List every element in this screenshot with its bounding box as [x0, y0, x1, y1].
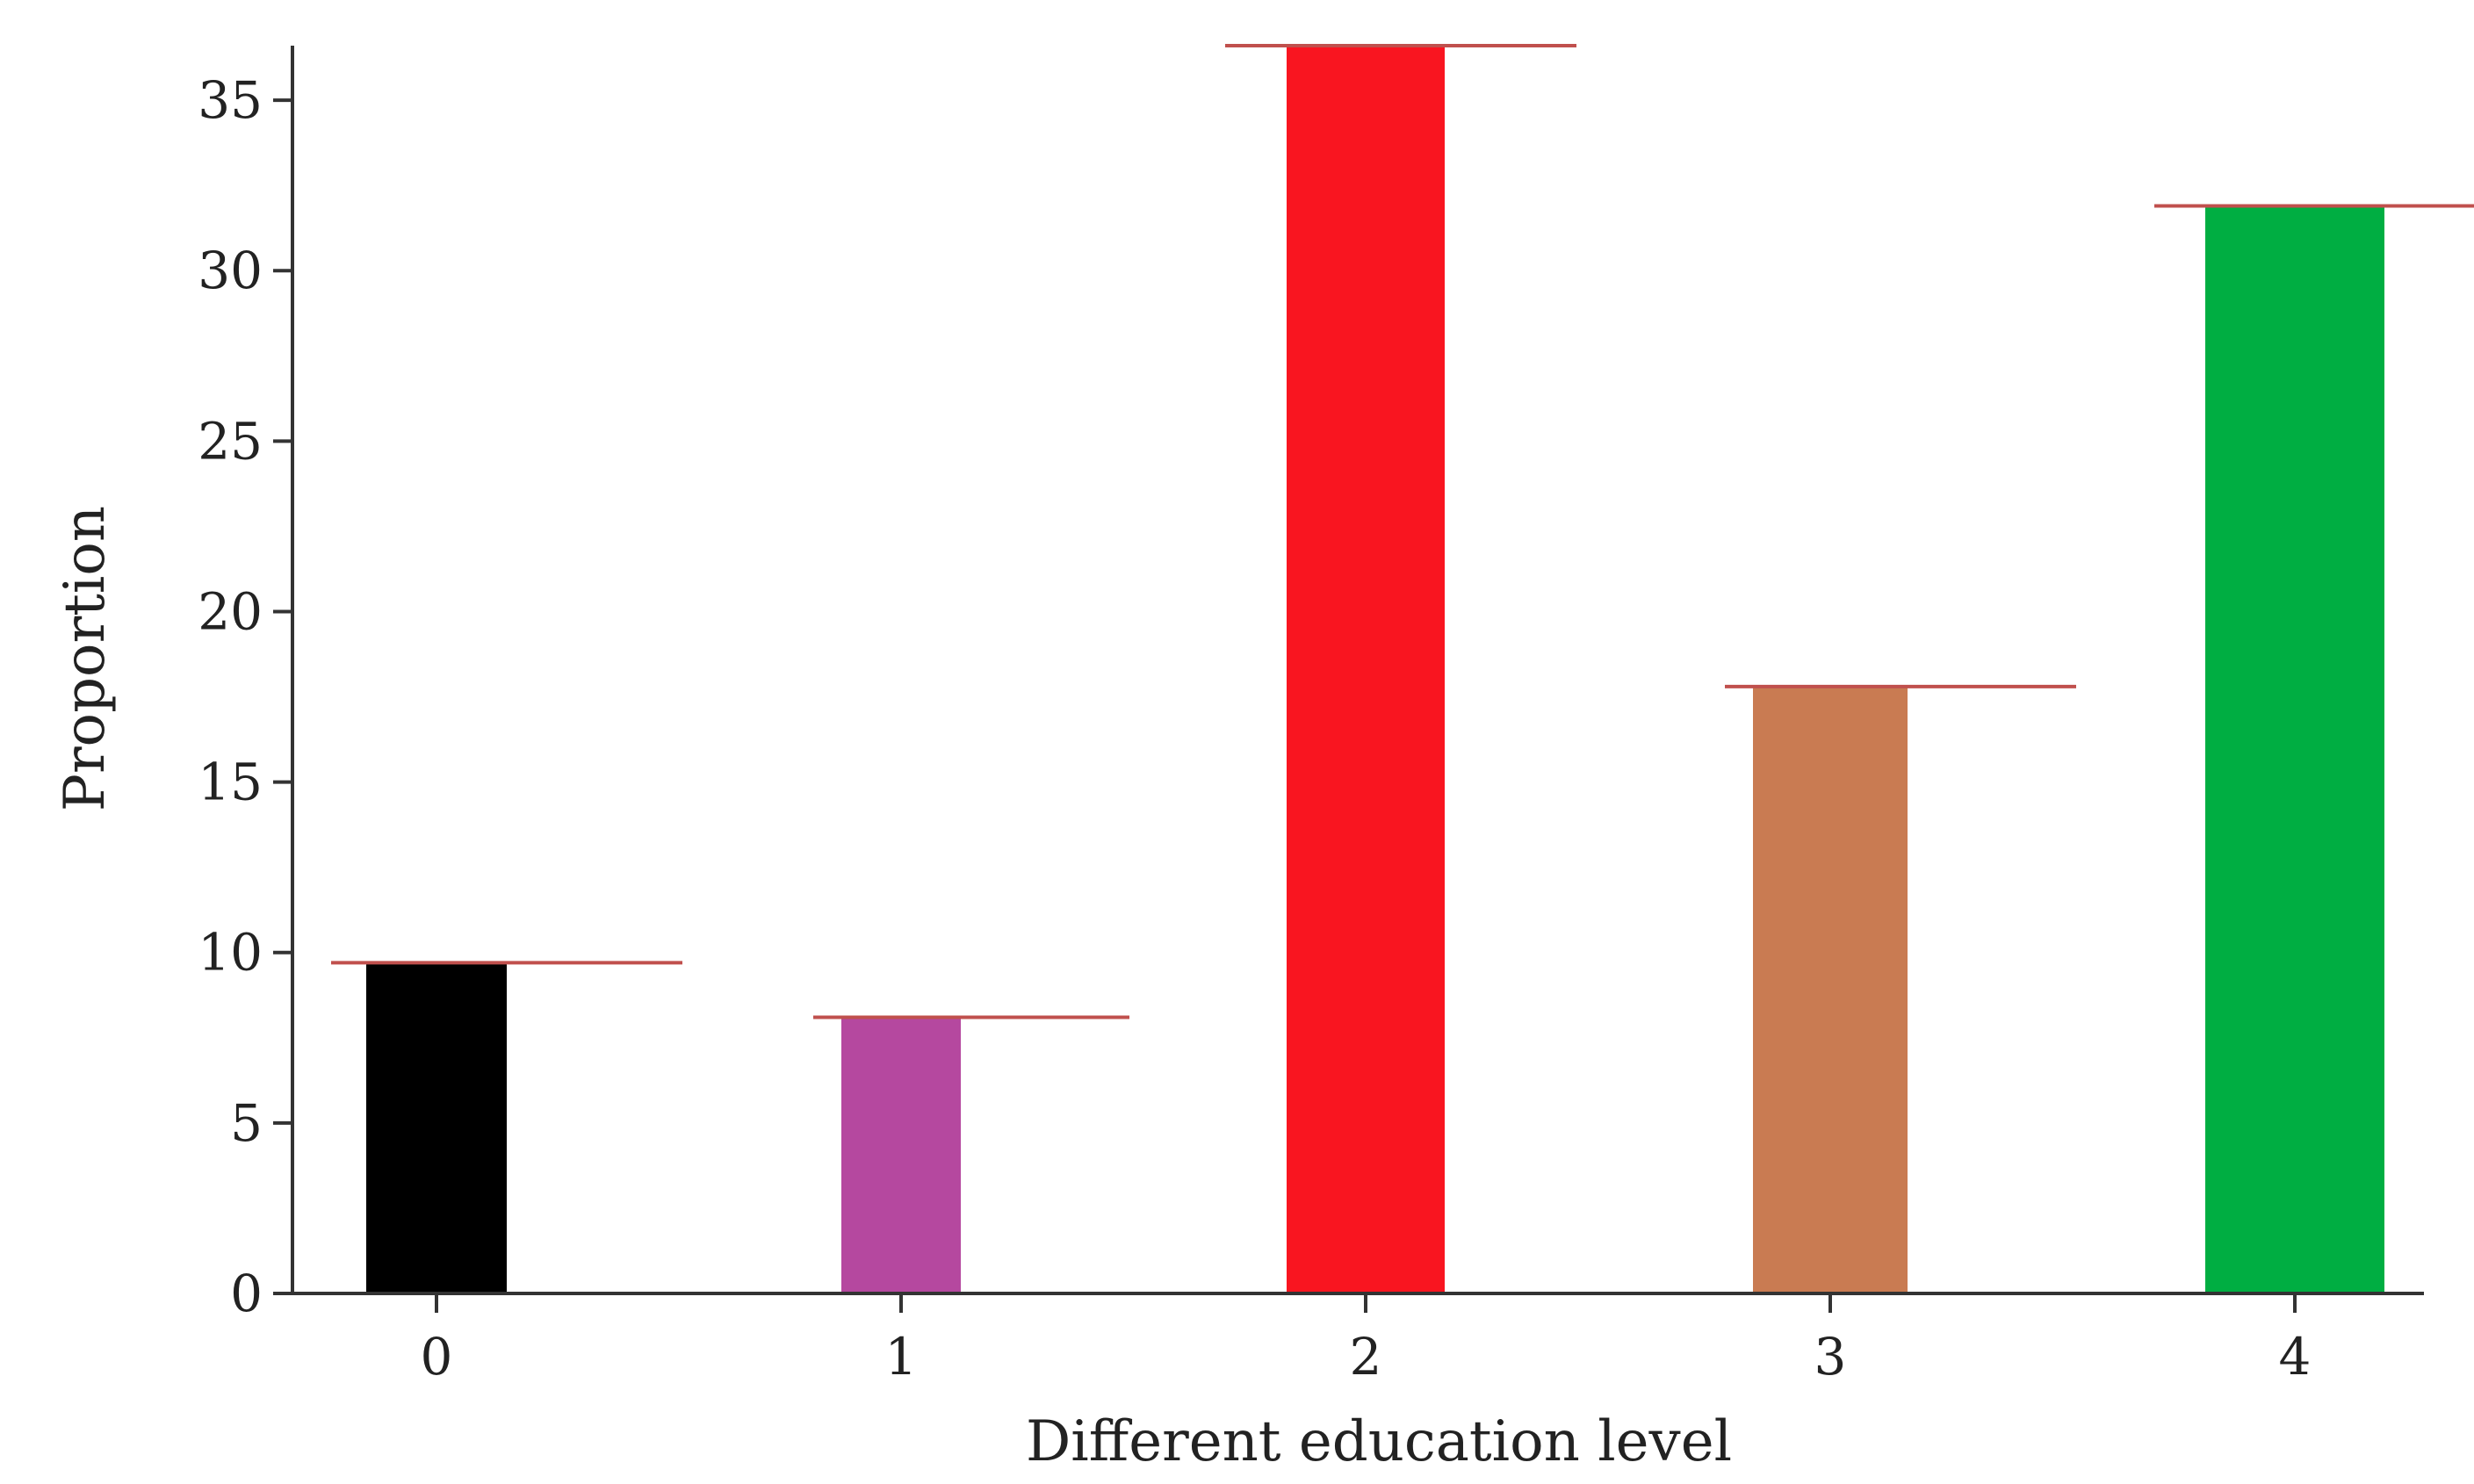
x-axis-title: Different education level [1026, 1409, 1732, 1474]
bar-1 [841, 1017, 961, 1293]
y-tick-label: 15 [198, 753, 263, 812]
y-tick-label: 20 [198, 581, 263, 641]
y-ticks-group: 0 5 10 15 20 25 30 35 [198, 70, 292, 1323]
x-tick-label: 0 [421, 1327, 453, 1387]
bars-group [366, 46, 2384, 1293]
x-tick-label: 4 [2279, 1327, 2312, 1387]
bar-4 [2205, 205, 2384, 1293]
y-tick-label: 10 [198, 923, 263, 983]
bar-caps-group [331, 44, 2474, 1019]
y-tick-label: 35 [198, 70, 263, 130]
y-tick-label: 5 [230, 1093, 263, 1153]
x-tick-label: 3 [1814, 1327, 1847, 1387]
y-tick-label: 0 [230, 1264, 263, 1323]
x-tick-label: 2 [1350, 1327, 1382, 1387]
bar-3 [1753, 686, 1908, 1293]
y-tick-label: 30 [198, 241, 263, 300]
x-ticks-group: 0 1 2 3 4 [421, 1293, 2312, 1387]
bar-2 [1287, 46, 1445, 1293]
y-tick-label: 25 [198, 411, 263, 471]
x-tick-label: 1 [885, 1327, 918, 1387]
y-axis-title: Proportion [53, 506, 118, 811]
bar-0 [366, 962, 507, 1293]
